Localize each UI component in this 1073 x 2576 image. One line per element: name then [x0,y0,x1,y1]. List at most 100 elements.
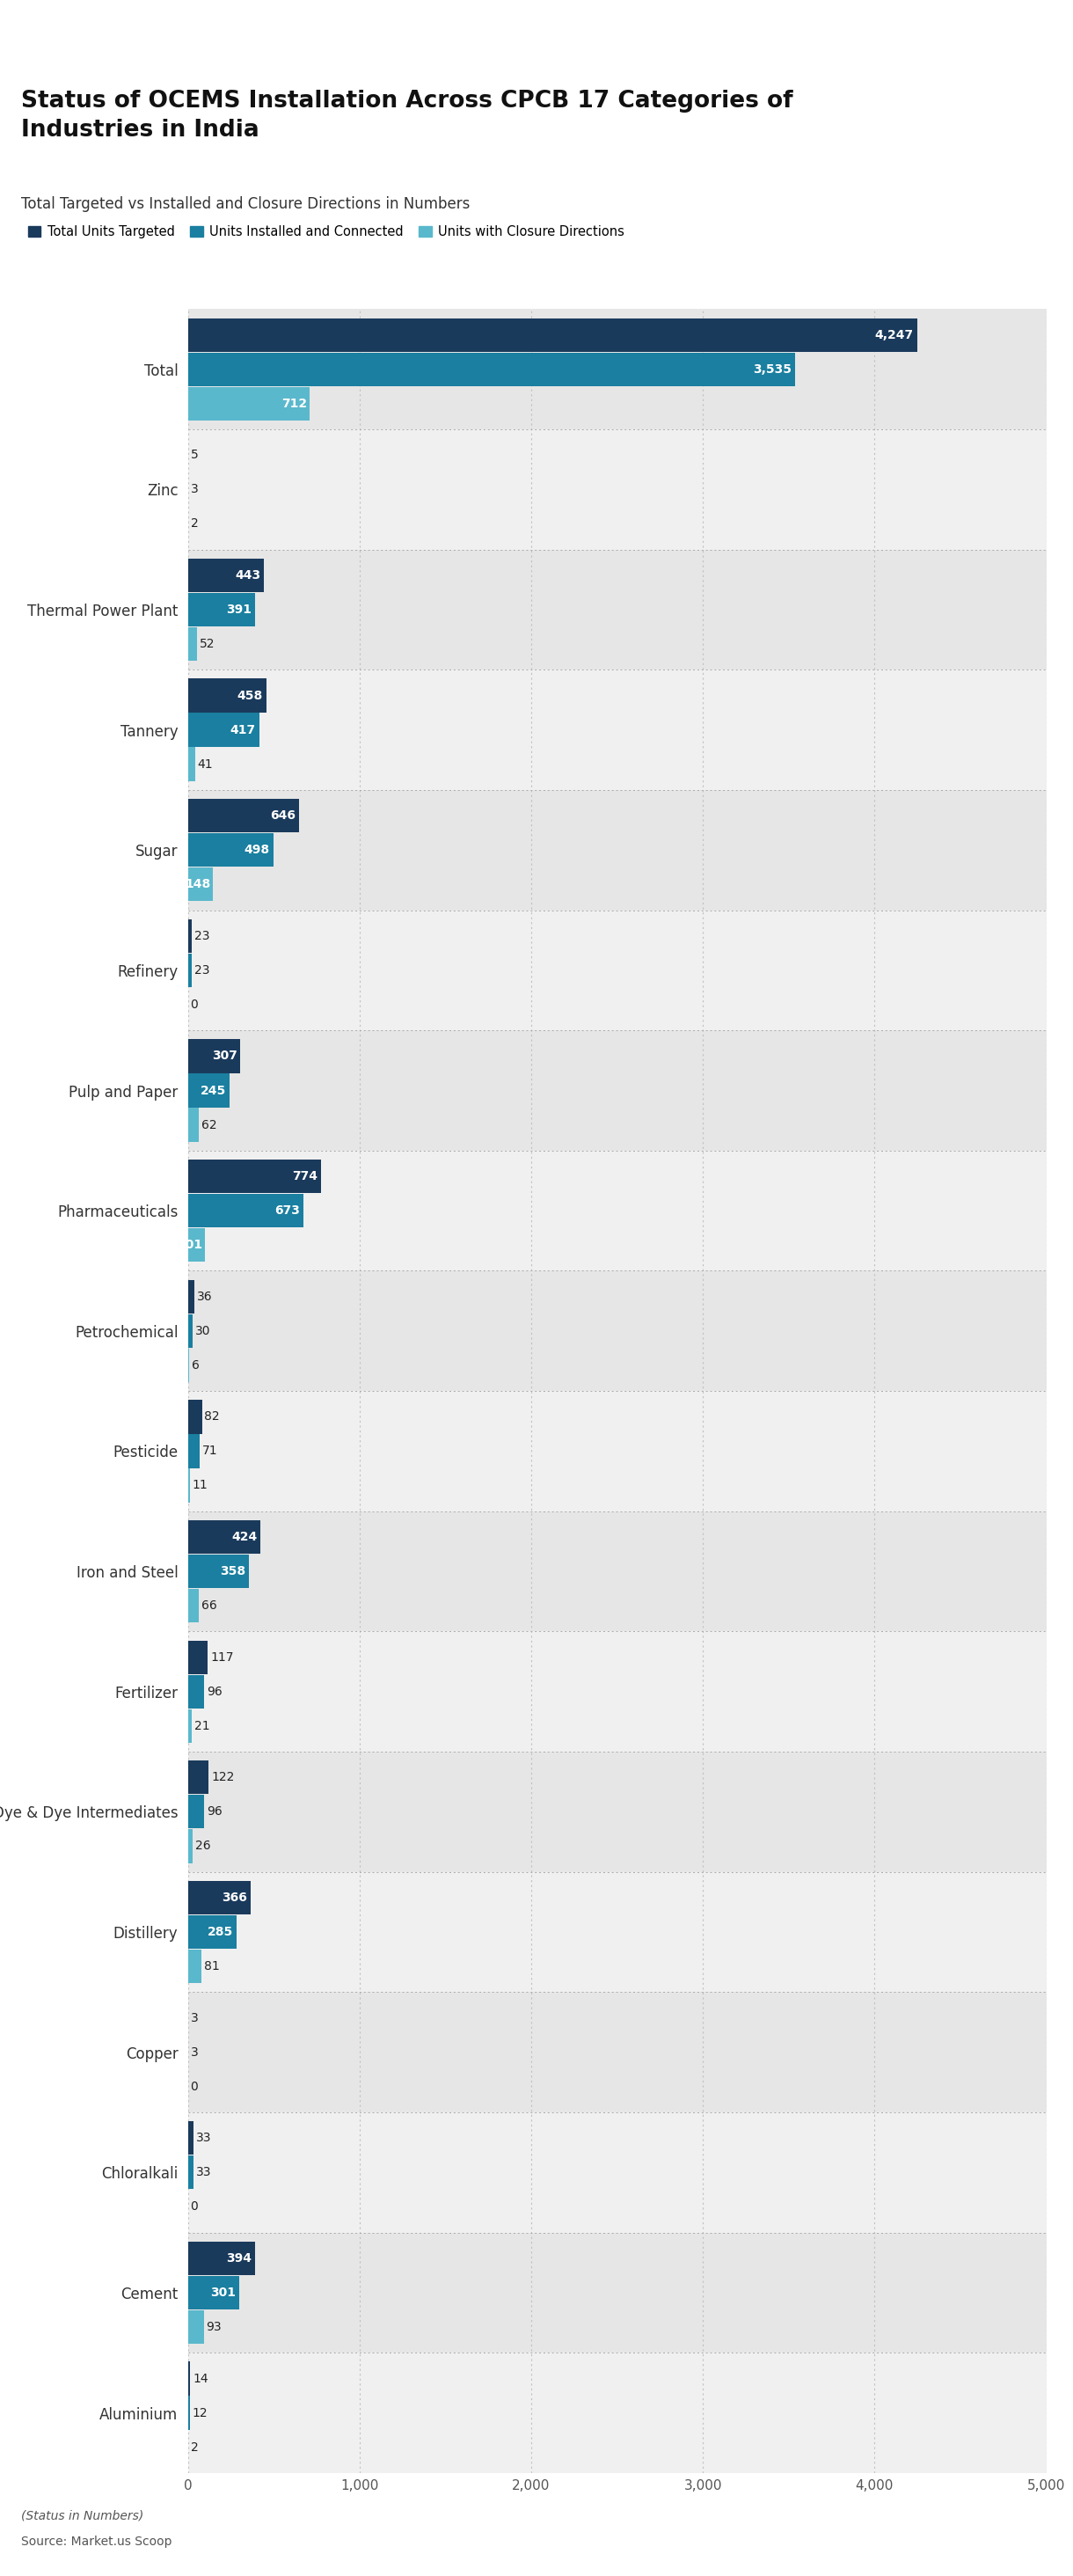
Text: 301: 301 [210,2287,236,2298]
Text: 26: 26 [195,1839,210,1852]
Bar [188,832,274,868]
Bar [188,1280,194,1314]
Text: 81: 81 [204,1960,220,1973]
Bar [188,2120,193,2156]
Text: 443: 443 [235,569,261,582]
Text: 3: 3 [191,2045,199,2058]
Bar [188,1631,1046,1752]
Text: 5: 5 [191,448,199,461]
Text: 23: 23 [194,963,209,976]
Bar [188,1873,1046,1991]
Bar [188,799,298,832]
Text: 712: 712 [282,397,308,410]
Text: 2: 2 [191,518,199,531]
Text: 394: 394 [226,2251,252,2264]
Bar [188,1759,209,1795]
Text: 101: 101 [177,1239,203,1252]
Bar [188,1795,204,1829]
Text: 6: 6 [191,1360,200,1370]
Bar [188,1880,251,1914]
Text: 417: 417 [231,724,256,737]
Bar [188,1030,1046,1151]
Bar [188,1074,230,1108]
Bar [188,1829,192,1862]
Text: 774: 774 [292,1170,318,1182]
Bar [188,747,195,781]
Text: 71: 71 [203,1445,218,1458]
Text: 3: 3 [191,484,199,495]
Bar [188,714,260,747]
Text: 21: 21 [194,1721,209,1731]
Text: 307: 307 [211,1051,237,1061]
Bar [188,1468,190,1502]
Text: (Status in Numbers): (Status in Numbers) [21,2509,144,2522]
Text: 11: 11 [192,1479,208,1492]
Text: 646: 646 [269,809,295,822]
Bar [188,953,192,987]
Text: 117: 117 [210,1651,234,1664]
Bar [188,1589,200,1623]
Text: 30: 30 [195,1324,211,1337]
Text: 96: 96 [207,1685,222,1698]
Bar [188,559,264,592]
Bar [188,2233,1046,2352]
Bar [188,1752,1046,1873]
Text: 245: 245 [201,1084,226,1097]
Bar [188,1270,1046,1391]
Text: 3: 3 [191,2012,199,2025]
Text: 41: 41 [197,757,212,770]
Text: 96: 96 [207,1806,222,1819]
Bar [188,868,214,902]
Bar [188,1991,1046,2112]
Text: 62: 62 [201,1118,217,1131]
Bar [188,1038,240,1074]
Text: 36: 36 [196,1291,212,1303]
Text: 23: 23 [194,930,209,943]
Bar [188,1520,261,1553]
Text: 358: 358 [220,1566,246,1577]
Bar [188,1641,208,1674]
Bar [188,353,795,386]
Text: 2: 2 [191,2442,199,2452]
Bar [188,2275,239,2311]
Bar [188,1512,1046,1631]
Text: 0: 0 [190,2081,199,2092]
Bar [188,309,1046,430]
Bar [188,317,917,353]
Bar [188,626,196,662]
Text: Total Targeted vs Installed and Closure Directions in Numbers: Total Targeted vs Installed and Closure … [21,196,470,211]
Text: 52: 52 [200,639,215,649]
Bar [188,549,1046,670]
Bar [188,2241,255,2275]
Bar [188,430,1046,549]
Text: Status of OCEMS Installation Across CPCB 17 Categories of
Industries in India: Status of OCEMS Installation Across CPCB… [21,90,793,142]
Bar [188,592,255,626]
Bar [188,1159,321,1193]
Bar [188,2352,1046,2473]
Bar [188,1193,304,1229]
Text: 33: 33 [196,2166,211,2179]
Bar [188,1674,204,1708]
Text: 12: 12 [192,2406,208,2419]
Bar [188,920,192,953]
Bar [188,1914,237,1950]
Text: 14: 14 [193,2372,208,2385]
Bar [188,1108,199,1141]
Text: 82: 82 [205,1412,220,1422]
Bar [188,1708,191,1744]
Bar [188,1391,1046,1512]
Text: 366: 366 [222,1891,247,1904]
Bar [188,2362,190,2396]
Text: 673: 673 [275,1206,299,1216]
Text: 424: 424 [232,1530,258,1543]
Bar [188,909,1046,1030]
Bar [188,677,266,714]
Legend: Total Units Targeted, Units Installed and Connected, Units with Closure Directio: Total Units Targeted, Units Installed an… [28,224,624,240]
Text: 285: 285 [207,1927,233,1937]
Bar [188,386,310,420]
Text: 3,535: 3,535 [752,363,791,376]
Bar [188,1950,202,1984]
Text: 122: 122 [211,1772,235,1783]
Text: 391: 391 [226,603,251,616]
Text: 66: 66 [202,1600,218,1613]
